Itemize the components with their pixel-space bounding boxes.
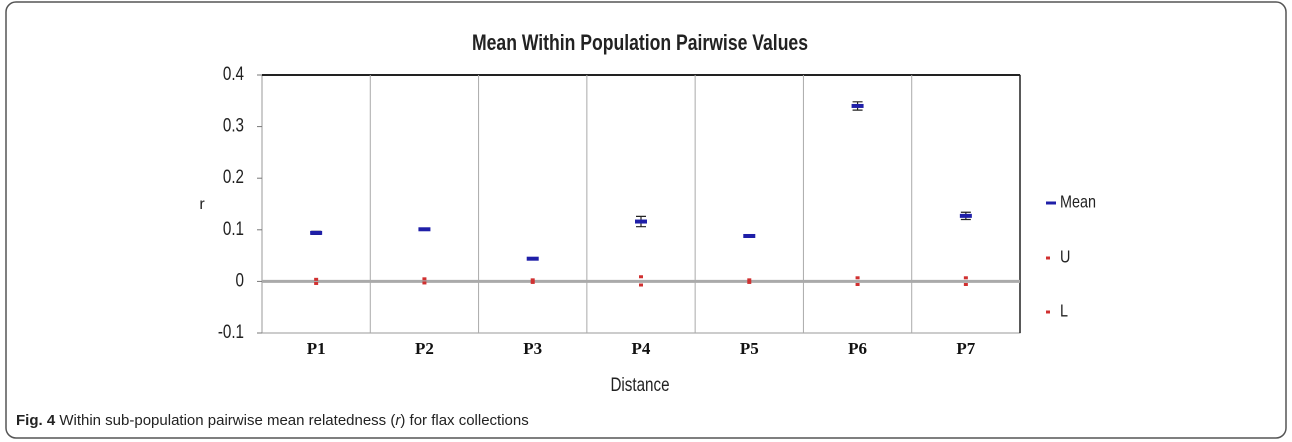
- bound-marker: [314, 281, 319, 285]
- mean-marker: [635, 219, 647, 224]
- legend-swatch: [1046, 256, 1050, 260]
- caption-text: Within sub-population pairwise mean rela…: [59, 412, 396, 429]
- x-tick-label: P1: [307, 339, 326, 358]
- bound-marker: [314, 277, 319, 281]
- caption: Fig. 4 Within sub-population pairwise me…: [16, 412, 529, 429]
- y-tick-label: 0.3: [223, 114, 244, 136]
- x-tick-label: P3: [523, 339, 542, 358]
- x-tick-label: P4: [632, 339, 651, 358]
- bound-marker: [530, 278, 535, 282]
- mean-marker: [959, 213, 972, 218]
- legend-swatch: [1046, 310, 1050, 314]
- legend-label: U: [1060, 247, 1070, 267]
- caption-label: Fig. 4: [16, 412, 56, 429]
- chart-title: Mean Within Population Pairwise Values: [472, 31, 808, 55]
- x-tick-label: P7: [956, 339, 975, 358]
- mean-marker: [526, 256, 539, 261]
- legend-label: L: [1060, 301, 1068, 321]
- y-axis-label: r: [199, 196, 205, 213]
- y-tick-label: 0.4: [223, 62, 244, 84]
- plot-frame: [261, 74, 1021, 334]
- x-tick-label: P5: [740, 339, 759, 358]
- mean-marker: [418, 227, 431, 232]
- mean-marker: [310, 230, 323, 235]
- bound-marker: [422, 281, 427, 285]
- y-tick-label: -0.1: [218, 320, 244, 342]
- bound-marker: [855, 282, 860, 286]
- y-tick-label: 0.1: [223, 217, 244, 239]
- mean-marker: [743, 233, 756, 238]
- legend-swatch: [1046, 201, 1056, 205]
- bound-marker: [855, 276, 860, 280]
- bound-marker: [530, 280, 535, 284]
- bound-marker: [963, 282, 968, 286]
- bound-marker: [422, 277, 427, 281]
- y-tick-label: 0.2: [223, 166, 244, 188]
- bound-marker: [747, 280, 752, 284]
- legend-label: Mean: [1060, 192, 1096, 212]
- caption-symbol: r: [395, 412, 401, 429]
- x-tick-label: P6: [848, 339, 867, 358]
- x-axis-label: Distance: [610, 373, 669, 395]
- caption-text: ) for flax collections: [400, 412, 529, 429]
- x-tick-label: P2: [415, 339, 434, 358]
- figure-frame: [5, 1, 1287, 439]
- bound-marker: [963, 276, 968, 280]
- bound-marker: [747, 278, 752, 282]
- y-tick-label: 0: [236, 269, 244, 291]
- bound-marker: [639, 283, 643, 287]
- mean-marker: [851, 103, 864, 108]
- bound-marker: [639, 275, 643, 279]
